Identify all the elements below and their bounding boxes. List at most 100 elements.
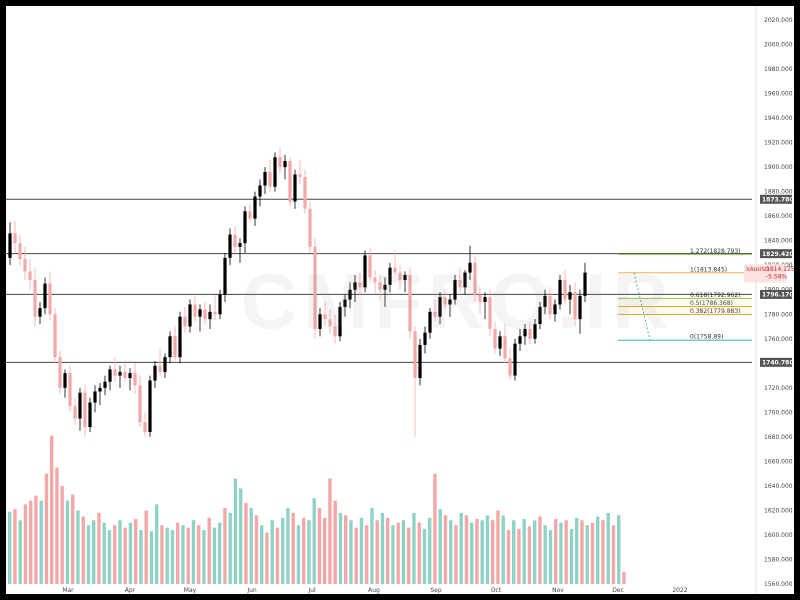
candle-body[interactable]	[53, 314, 57, 358]
candle-body[interactable]	[178, 316, 182, 358]
candle-body[interactable]	[473, 262, 477, 295]
candle-body[interactable]	[63, 373, 67, 388]
candle-body[interactable]	[373, 277, 377, 283]
candle-body[interactable]	[458, 279, 462, 288]
candle-body[interactable]	[133, 373, 137, 386]
candle-body[interactable]	[228, 234, 232, 258]
candle-body[interactable]	[363, 255, 367, 288]
candle-body[interactable]	[78, 392, 82, 419]
candle-body[interactable]	[423, 332, 427, 345]
candle-body[interactable]	[578, 295, 582, 320]
candle-body[interactable]	[58, 357, 62, 388]
candle-body[interactable]	[433, 311, 437, 317]
candle-body[interactable]	[493, 328, 497, 349]
candle-body[interactable]	[43, 283, 47, 309]
candle-body[interactable]	[163, 357, 167, 372]
candle-body[interactable]	[108, 369, 112, 382]
candle-body[interactable]	[518, 336, 522, 344]
candle-body[interactable]	[353, 282, 357, 290]
candle-body[interactable]	[238, 243, 242, 247]
candle-body[interactable]	[548, 295, 552, 315]
candle-body[interactable]	[103, 381, 107, 388]
candle-body[interactable]	[158, 365, 162, 372]
candle-body[interactable]	[193, 304, 197, 317]
candle-body[interactable]	[463, 272, 467, 288]
candle-body[interactable]	[308, 208, 312, 247]
candle-body[interactable]	[83, 392, 87, 428]
candle-body[interactable]	[293, 174, 297, 202]
candle-body[interactable]	[253, 196, 257, 219]
candle-body[interactable]	[333, 326, 337, 337]
candle-body[interactable]	[243, 211, 247, 244]
candle-body[interactable]	[403, 275, 407, 280]
candle-body[interactable]	[398, 272, 402, 280]
candle-body[interactable]	[418, 344, 422, 379]
candle-body[interactable]	[118, 371, 122, 376]
candle-body[interactable]	[18, 243, 22, 260]
candle-body[interactable]	[283, 161, 287, 168]
candle-body[interactable]	[313, 246, 317, 329]
candle-body[interactable]	[478, 294, 482, 302]
candle-body[interactable]	[13, 233, 17, 244]
candle-body[interactable]	[143, 422, 147, 432]
candle-body[interactable]	[448, 299, 452, 305]
candle-body[interactable]	[203, 309, 207, 320]
candle-body[interactable]	[323, 314, 327, 320]
candle-body[interactable]	[428, 311, 432, 333]
candle-body[interactable]	[258, 185, 262, 197]
candle-body[interactable]	[183, 316, 187, 327]
candle-body[interactable]	[453, 279, 457, 300]
candle-body[interactable]	[528, 328, 532, 339]
candle-body[interactable]	[338, 306, 342, 337]
candle-body[interactable]	[198, 309, 202, 317]
candle-body[interactable]	[33, 279, 37, 317]
candle-body[interactable]	[73, 406, 77, 419]
candle-body[interactable]	[278, 157, 282, 168]
candle-body[interactable]	[188, 304, 192, 327]
candle-body[interactable]	[358, 282, 362, 288]
candle-body[interactable]	[553, 304, 557, 315]
candle-body[interactable]	[213, 311, 217, 315]
candle-body[interactable]	[488, 297, 492, 329]
candle-body[interactable]	[113, 369, 117, 376]
candle-body[interactable]	[378, 282, 382, 290]
candle-body[interactable]	[298, 174, 302, 177]
candle-body[interactable]	[533, 324, 537, 339]
candle-body[interactable]	[498, 336, 502, 349]
candle-body[interactable]	[343, 299, 347, 307]
candle-body[interactable]	[538, 306, 542, 325]
candle-body[interactable]	[88, 402, 92, 428]
candle-body[interactable]	[23, 259, 27, 272]
candle-body[interactable]	[558, 279, 562, 305]
candle-body[interactable]	[8, 233, 12, 258]
candle-body[interactable]	[48, 283, 52, 315]
candle-body[interactable]	[413, 331, 417, 379]
candle-body[interactable]	[168, 336, 172, 358]
candle-body[interactable]	[568, 292, 572, 300]
candle-body[interactable]	[288, 161, 292, 202]
candle-body[interactable]	[348, 289, 352, 300]
candle-body[interactable]	[328, 319, 332, 327]
candle-body[interactable]	[128, 373, 132, 379]
candle-body[interactable]	[408, 275, 412, 332]
candle-body[interactable]	[388, 267, 392, 285]
candle-body[interactable]	[543, 295, 547, 307]
candle-body[interactable]	[523, 328, 527, 337]
candle-body[interactable]	[233, 234, 237, 247]
candle-body[interactable]	[443, 297, 447, 305]
candle-body[interactable]	[393, 267, 397, 273]
candle-body[interactable]	[218, 294, 222, 315]
candle-body[interactable]	[208, 311, 212, 320]
candle-body[interactable]	[383, 284, 387, 290]
candle-body[interactable]	[268, 172, 272, 187]
candle-body[interactable]	[248, 211, 252, 219]
candle-body[interactable]	[93, 391, 97, 403]
candle-body[interactable]	[263, 172, 267, 186]
candle-body[interactable]	[318, 314, 322, 329]
candle-body[interactable]	[153, 365, 157, 381]
candle-body[interactable]	[68, 373, 72, 407]
candle-body[interactable]	[138, 385, 142, 423]
candle-body[interactable]	[468, 262, 472, 273]
candle-body[interactable]	[98, 387, 102, 392]
candle-body[interactable]	[503, 336, 507, 359]
